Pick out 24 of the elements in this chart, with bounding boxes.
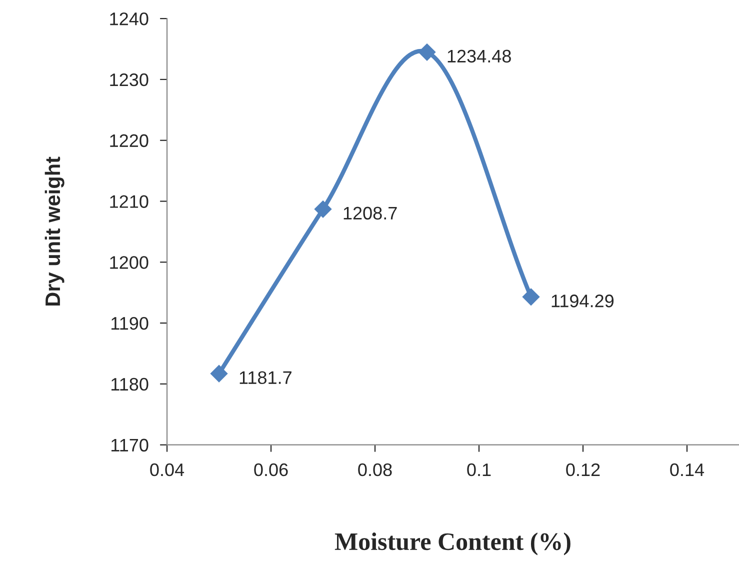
y-tick-label: 1230 [110, 73, 148, 86]
y-tick-label: 1190 [112, 316, 148, 330]
y-tick-label: 1180 [112, 378, 148, 391]
point [314, 200, 332, 218]
y-tick-label: 1240 [110, 12, 148, 26]
point [210, 365, 228, 382]
x-tick-label: 0.12 [566, 463, 600, 476]
data-label: 1208.7 [344, 206, 397, 220]
y-axis-title: Dry unit weight [44, 156, 64, 306]
x-tick-label: 0.04 [150, 463, 184, 476]
data-label: 1234.48 [448, 50, 511, 63]
y-tick-label: 1200 [110, 256, 148, 269]
x-tick-label: 0.1 [467, 463, 491, 476]
y-tick-label: 1210 [110, 195, 148, 208]
x-tick-label: 0.14 [670, 463, 704, 476]
point [418, 44, 436, 61]
x-axis-title: Moisture Content (%) [334, 532, 570, 556]
x-tick-label: 0.06 [254, 463, 288, 476]
x-tick-label: 0.08 [358, 463, 392, 476]
data-label: 1194.29 [552, 294, 614, 308]
data-label: 1181.7 [240, 371, 292, 384]
point [522, 288, 540, 306]
y-tick-label: 1170 [112, 438, 148, 452]
y-tick-label: 1220 [110, 134, 148, 148]
